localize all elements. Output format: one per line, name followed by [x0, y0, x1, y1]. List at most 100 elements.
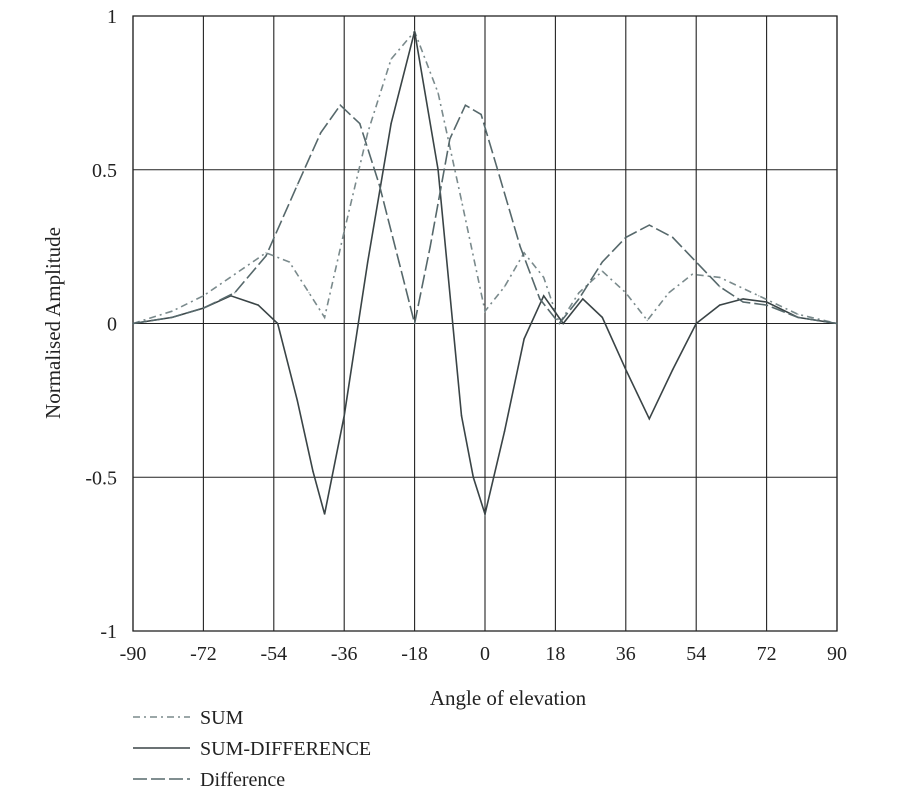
tick-labels: -90 -72 -54 -36 -18 0 18 36 54 72 90 1 0.5 0 -0.5 -1 [85, 6, 847, 665]
legend: SUM SUM-DIFFERENCE Difference [133, 707, 371, 791]
x-tick-label: -90 [120, 643, 147, 665]
x-tick-label: 90 [827, 643, 847, 665]
data-point [437, 92, 439, 94]
data-point [472, 476, 475, 479]
data-point [646, 319, 649, 322]
legend-label: Difference [200, 769, 285, 791]
data-point [523, 338, 525, 340]
data-point [437, 168, 439, 171]
data-point [542, 295, 545, 297]
data-point [581, 298, 584, 300]
data-point [359, 122, 361, 125]
data-point [648, 224, 651, 226]
data-point [538, 298, 541, 300]
y-tick-label: -1 [100, 621, 117, 643]
data-point [312, 470, 314, 472]
data-point [464, 104, 467, 106]
data-point [718, 304, 721, 306]
data-point [265, 251, 267, 254]
x-tick-label: -18 [401, 643, 428, 665]
data-point [339, 104, 342, 106]
data-point [233, 273, 236, 276]
legend-label: SUM [200, 707, 244, 729]
data-point [390, 122, 392, 125]
data-point [562, 322, 565, 325]
data-point [413, 30, 416, 33]
y-tick-label: -0.5 [85, 467, 117, 489]
data-point [319, 132, 322, 134]
data-point [625, 291, 627, 294]
data-point [671, 236, 674, 239]
data-point [797, 313, 799, 316]
data-point [413, 322, 416, 325]
data-point [601, 261, 604, 263]
data-point [460, 199, 463, 202]
data-point [296, 399, 299, 402]
data-point [765, 301, 768, 303]
data-point [668, 291, 670, 294]
data-point [742, 298, 744, 300]
data-point [503, 285, 506, 288]
data-point [323, 513, 326, 515]
data-point [836, 322, 838, 325]
data-point [648, 418, 651, 420]
data-point [343, 230, 346, 233]
data-point [625, 368, 627, 371]
data-point [390, 58, 392, 60]
data-point [797, 316, 799, 319]
data-point [718, 276, 721, 279]
data-point [460, 414, 463, 417]
y-axis-label: Normalised Amplitude [41, 227, 65, 419]
data-point [718, 285, 721, 288]
legend-label: SUM-DIFFERENCE [200, 738, 371, 760]
data-point [378, 184, 381, 186]
data-point [202, 295, 205, 297]
y-tick-label: 0.5 [92, 160, 117, 182]
data-point [484, 310, 486, 313]
x-tick-label: -36 [331, 643, 358, 665]
data-point [449, 138, 451, 140]
data-point [257, 304, 259, 306]
x-tick-label: 54 [686, 643, 706, 665]
x-tick-label: -54 [260, 643, 287, 665]
data-point [601, 270, 604, 273]
data-point [308, 291, 310, 294]
data-point [742, 301, 744, 303]
data-point [578, 291, 580, 294]
data-point [558, 322, 561, 325]
data-point [132, 322, 134, 325]
x-tick-label: 18 [545, 643, 565, 665]
data-point [765, 304, 768, 306]
data-point [578, 298, 580, 300]
data-point [398, 261, 400, 263]
data-point [366, 132, 369, 134]
data-point [495, 165, 498, 168]
series-lines [132, 29, 838, 518]
y-tick-label: 1 [107, 6, 117, 28]
data-point [542, 276, 545, 279]
data-point [757, 295, 760, 297]
data-point [288, 261, 291, 263]
data-point [480, 113, 482, 116]
data-point [671, 368, 674, 371]
data-point [625, 236, 627, 239]
data-point [695, 261, 697, 263]
data-point [296, 184, 299, 186]
data-point [519, 245, 521, 248]
data-point [503, 430, 506, 432]
x-tick-label: 72 [757, 643, 777, 665]
data-point [265, 255, 267, 257]
data-point [601, 316, 604, 319]
data-point [366, 261, 369, 263]
data-point [484, 513, 486, 515]
x-axis-label: Angle of elevation [430, 686, 587, 710]
data-point [233, 291, 236, 294]
data-point [523, 251, 525, 254]
data-point [429, 245, 432, 248]
data-point [695, 322, 697, 325]
x-tick-label: 36 [616, 643, 636, 665]
grid [132, 15, 838, 632]
y-tick-label: 0 [107, 314, 117, 336]
data-point [202, 307, 205, 309]
